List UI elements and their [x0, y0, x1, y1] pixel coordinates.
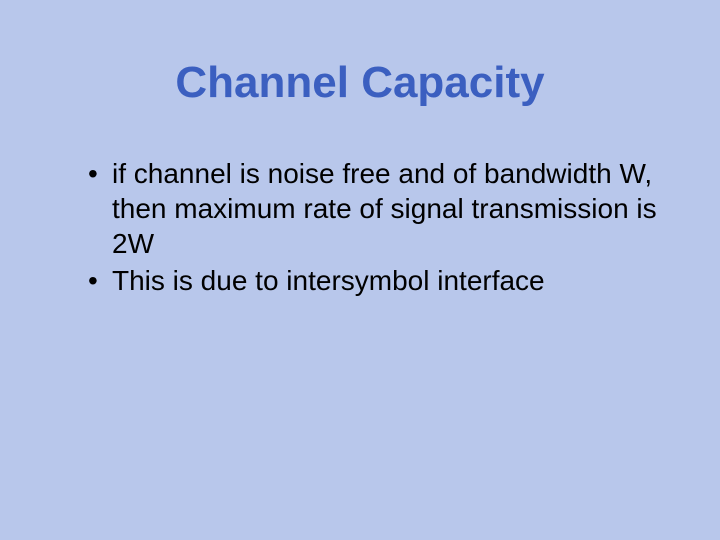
- bullet-list: if channel is noise free and of bandwidt…: [60, 156, 660, 298]
- bullet-item: if channel is noise free and of bandwidt…: [88, 156, 660, 261]
- slide-container: Channel Capacity if channel is noise fre…: [0, 0, 720, 540]
- slide-title: Channel Capacity: [60, 58, 660, 108]
- bullet-item: This is due to intersymbol interface: [88, 263, 660, 298]
